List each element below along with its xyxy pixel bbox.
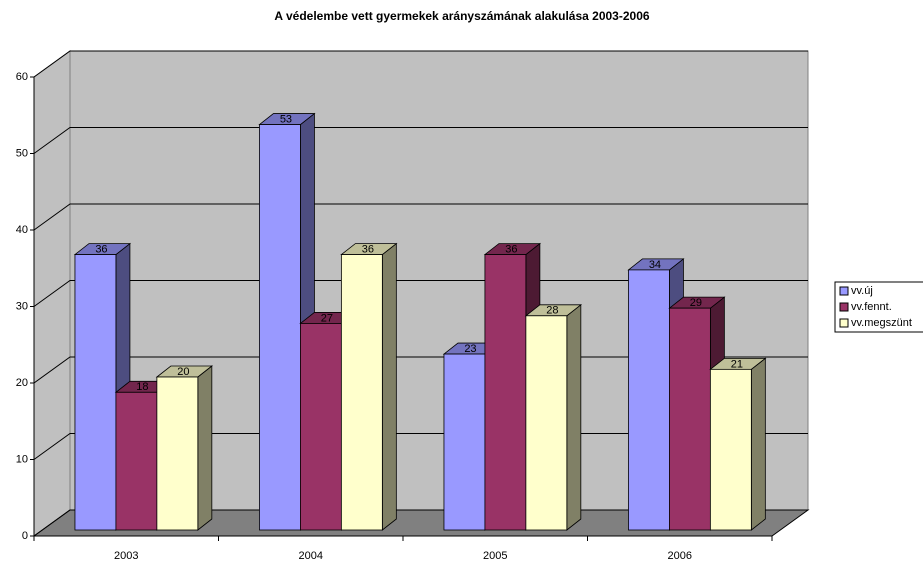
legend-swatch <box>839 302 849 312</box>
data-label: 36 <box>95 244 107 256</box>
data-label: 29 <box>690 297 702 309</box>
x-tick-label: 2005 <box>483 550 507 562</box>
bar <box>115 391 158 531</box>
bar <box>340 254 383 531</box>
y-tick-label: 0 <box>22 530 28 542</box>
legend-label: vv.megszünt <box>851 317 912 329</box>
data-label: 36 <box>362 244 374 256</box>
bar <box>156 376 199 531</box>
y-tick-label: 10 <box>16 453 28 465</box>
grid-line <box>33 127 808 154</box>
x-tick-label: 2003 <box>114 550 138 562</box>
legend-swatch <box>839 318 849 328</box>
bar-side <box>381 242 397 531</box>
grid-line <box>33 280 808 307</box>
legend-label: vv.új <box>851 285 873 297</box>
y-tick-label: 50 <box>16 147 28 159</box>
bar <box>259 124 301 531</box>
bar <box>709 368 752 531</box>
data-label: 21 <box>731 358 743 370</box>
chart-title: A védelembe vett gyermekek arányszámának… <box>274 9 649 23</box>
data-label: 36 <box>505 244 517 256</box>
grid-line <box>33 50 808 78</box>
grid-line <box>33 203 808 231</box>
x-tick-label: 2004 <box>299 550 323 562</box>
bar-side <box>750 357 766 531</box>
data-label: 20 <box>177 366 189 378</box>
bar <box>669 307 711 531</box>
data-label: 53 <box>280 113 292 125</box>
data-label: 18 <box>136 381 148 393</box>
bar <box>443 353 486 531</box>
legend-box <box>834 281 923 333</box>
data-label: 23 <box>464 343 476 355</box>
y-tick-label: 30 <box>16 300 28 312</box>
bar <box>525 315 568 531</box>
y-tick-label: 40 <box>16 224 28 236</box>
bar <box>628 269 670 531</box>
y-tick-label: 20 <box>16 377 28 389</box>
x-tick-label: 2006 <box>668 550 692 562</box>
y-tick-label: 60 <box>16 71 28 83</box>
legend-swatch <box>839 286 849 296</box>
bar-side <box>197 365 213 531</box>
legend-label: vv.fennt. <box>851 301 892 313</box>
data-label: 28 <box>546 305 558 317</box>
bar-side <box>566 303 582 531</box>
data-label: 27 <box>321 312 333 324</box>
bar <box>300 323 342 531</box>
bar <box>74 254 117 531</box>
data-label: 34 <box>649 259 661 271</box>
bar <box>484 254 527 531</box>
